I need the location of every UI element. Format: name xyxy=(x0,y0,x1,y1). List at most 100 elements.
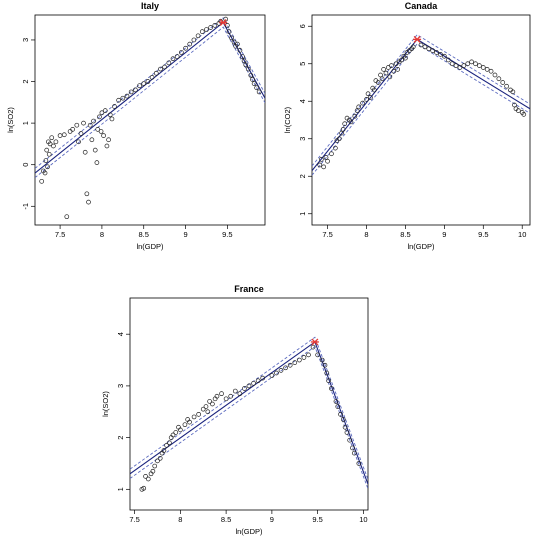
data-point xyxy=(153,70,159,76)
y-tick-label: 1 xyxy=(298,212,307,216)
data-point xyxy=(196,411,202,417)
x-axis-label: ln(GDP) xyxy=(407,242,435,251)
data-point xyxy=(241,58,247,64)
data-point xyxy=(243,62,249,68)
x-tick-label: 9 xyxy=(270,515,274,524)
data-point xyxy=(191,414,197,420)
data-point xyxy=(496,76,502,82)
plot-marks xyxy=(35,16,265,220)
data-point xyxy=(438,52,443,57)
data-point xyxy=(442,53,447,59)
y-tick-label: 1 xyxy=(21,121,30,125)
data-point xyxy=(205,409,211,415)
data-point xyxy=(39,178,45,184)
data-point xyxy=(422,44,428,50)
data-point xyxy=(469,59,474,65)
panel-title: Canada xyxy=(405,1,439,11)
data-point xyxy=(81,120,86,126)
data-point xyxy=(283,365,288,371)
plot-frame xyxy=(129,297,369,511)
data-point xyxy=(49,135,55,141)
data-point xyxy=(191,37,197,43)
x-axis-label: ln(GDP) xyxy=(235,527,263,536)
data-point xyxy=(473,61,478,67)
data-point xyxy=(92,147,98,153)
fit-line xyxy=(130,341,368,485)
data-point xyxy=(351,450,357,456)
data-point xyxy=(45,164,50,170)
data-point xyxy=(430,48,436,53)
data-point xyxy=(124,93,130,99)
x-tick-label: 10 xyxy=(359,515,367,524)
data-point xyxy=(167,440,172,446)
x-tick-label: 9 xyxy=(442,230,446,239)
turning-point-marker xyxy=(413,35,422,43)
data-point xyxy=(504,83,509,89)
data-point xyxy=(98,129,104,134)
x-tick-label: 8 xyxy=(100,230,104,239)
data-point xyxy=(375,80,381,85)
y-tick-label: 3 xyxy=(298,137,307,141)
ci-lower-line xyxy=(35,26,265,178)
panel-france: France 7.5 8 8.5 9 9.5 10 1 2 3 4 ln(GDP) ln(SO2) xyxy=(101,284,369,536)
x-tick-label: 7.5 xyxy=(322,230,332,239)
data-point xyxy=(335,404,341,409)
data-point xyxy=(120,95,126,101)
data-point xyxy=(296,357,302,363)
data-point xyxy=(251,380,256,386)
data-point xyxy=(477,63,482,68)
data-point xyxy=(445,57,451,63)
data-point xyxy=(342,121,348,127)
data-point xyxy=(155,458,160,464)
data-point xyxy=(133,87,138,93)
data-point xyxy=(161,448,167,453)
panel-italy: Italy 7.5 8 8.5 9 9.5 -1 0 1 2 3 ln(GDP) ln(SO2) xyxy=(6,1,266,251)
data-point xyxy=(480,65,486,70)
data-point xyxy=(269,373,275,378)
ci-upper-line xyxy=(130,336,368,480)
data-point xyxy=(223,16,229,22)
data-point xyxy=(164,443,169,448)
data-point xyxy=(352,113,358,119)
data-point xyxy=(106,137,111,143)
data-point xyxy=(371,87,377,93)
panel-canada: Canada 7.5 8 8.5 9 9.5 10 1 2 3 4 5 6 ln(GDP) ln(CO2) xyxy=(283,1,531,251)
data-point xyxy=(292,360,298,365)
data-point xyxy=(74,122,80,128)
data-point xyxy=(310,344,316,350)
data-point xyxy=(399,57,404,63)
data-point xyxy=(245,66,251,72)
data-point xyxy=(183,45,188,51)
data-point xyxy=(158,66,163,72)
data-point xyxy=(326,378,331,384)
data-point xyxy=(453,63,459,68)
data-point xyxy=(174,54,180,59)
data-point xyxy=(418,42,424,48)
data-point xyxy=(231,39,237,45)
data-point xyxy=(383,70,389,76)
y-axis-label: ln(SO2) xyxy=(101,391,110,417)
data-point xyxy=(510,89,516,95)
data-point xyxy=(137,83,142,89)
data-point xyxy=(157,455,163,461)
data-point xyxy=(364,97,369,102)
x-tick-label: 9.5 xyxy=(478,230,488,239)
data-point xyxy=(329,386,334,391)
data-point xyxy=(76,139,81,145)
fit-line xyxy=(35,21,265,174)
data-point xyxy=(338,411,343,417)
panel-title: Italy xyxy=(141,1,159,11)
data-point xyxy=(319,357,325,363)
data-point xyxy=(214,393,220,399)
data-point xyxy=(116,97,121,103)
data-point xyxy=(51,143,56,149)
plot-frame xyxy=(311,14,531,226)
data-point xyxy=(42,170,48,176)
data-point xyxy=(395,67,400,72)
data-point xyxy=(378,72,383,78)
ci-lower-line xyxy=(312,43,530,176)
x-tick-label: 8.5 xyxy=(400,230,410,239)
data-point xyxy=(187,419,192,425)
data-point xyxy=(67,129,73,134)
data-point xyxy=(488,68,494,74)
